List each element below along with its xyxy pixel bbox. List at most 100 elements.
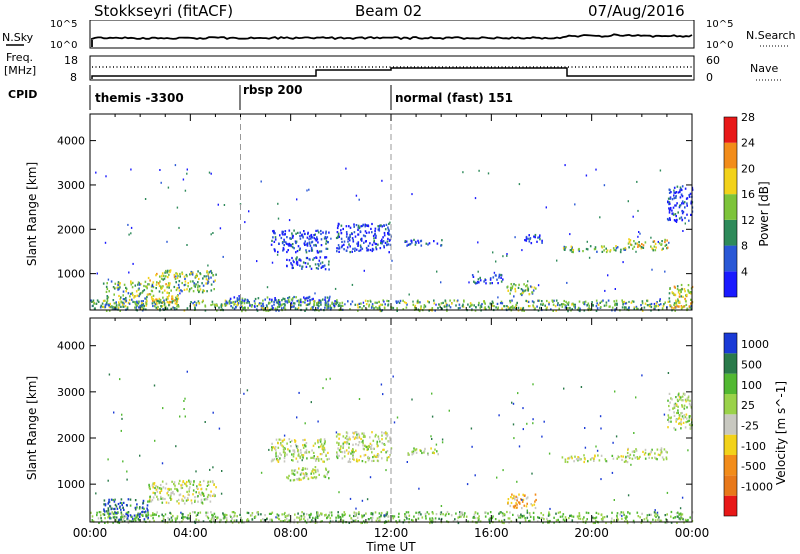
echo-cell	[500, 276, 502, 279]
echo-cell	[381, 238, 383, 241]
echo-cell	[271, 298, 273, 301]
echo-cell	[357, 309, 359, 312]
echo-cell	[266, 517, 268, 521]
echo-cell	[510, 283, 513, 286]
echo-cell	[186, 480, 188, 484]
echo-cell	[571, 457, 573, 460]
echo-cell	[340, 232, 343, 235]
echo-cell	[144, 510, 147, 513]
echo-cell	[354, 303, 357, 306]
echo-cell	[291, 304, 293, 307]
echo-cell	[655, 457, 657, 460]
echo-cell	[303, 476, 306, 479]
echo-cell	[380, 450, 383, 454]
echo-cell	[326, 516, 329, 519]
echo-cell	[146, 287, 148, 290]
echo-cell	[301, 454, 303, 457]
echo-cell	[143, 284, 145, 288]
echo-cell	[92, 304, 94, 307]
echo-cell	[173, 273, 176, 277]
echo-cell	[368, 444, 370, 448]
echo-cell	[327, 451, 329, 454]
echo-cell	[328, 299, 330, 302]
echo-cell	[656, 448, 659, 451]
echo-cell	[308, 249, 310, 253]
echo-cell	[203, 275, 206, 278]
echo-cell	[538, 516, 540, 519]
echo-cell	[419, 301, 421, 304]
echo-cell	[636, 180, 638, 183]
echo-cell	[326, 236, 329, 239]
echo-cell	[309, 298, 311, 302]
echo-cell	[355, 443, 357, 446]
echo-cell	[565, 300, 567, 303]
echo-cell	[592, 521, 595, 525]
echo-cell	[678, 300, 681, 303]
echo-cell	[305, 307, 308, 310]
echo-cell	[654, 452, 656, 455]
echo-cell	[321, 453, 323, 456]
echo-cell	[288, 296, 291, 299]
echo-cell	[684, 297, 686, 300]
echo-cell	[680, 427, 682, 430]
echo-cell	[659, 299, 661, 302]
echo-cell	[284, 303, 286, 306]
echo-cell	[656, 511, 659, 514]
echo-cell	[383, 307, 386, 310]
echo-cell	[107, 296, 110, 299]
echo-cell	[574, 303, 576, 306]
echo-cell	[628, 300, 630, 303]
echo-cell	[112, 521, 114, 524]
echo-cell	[287, 298, 290, 302]
echo-cell	[412, 452, 415, 455]
echo-cell	[687, 290, 690, 293]
echo-cell	[143, 511, 146, 514]
echo-cell	[110, 512, 113, 515]
echo-cell	[658, 303, 660, 307]
echo-cell	[100, 304, 102, 307]
echo-cell	[638, 457, 640, 460]
echo-cell	[466, 483, 469, 486]
echo-cell	[154, 492, 156, 495]
echo-cell	[168, 518, 171, 521]
echo-cell	[666, 247, 668, 250]
echo-cell	[592, 517, 595, 520]
echo-cell	[167, 487, 169, 491]
echo-cell	[667, 300, 670, 303]
echo-cell	[291, 256, 293, 260]
echo-cell	[163, 274, 165, 277]
echo-cell	[290, 298, 293, 301]
echo-cell	[119, 286, 121, 289]
echo-cell	[575, 458, 578, 461]
echo-cell	[612, 441, 614, 444]
echo-cell	[162, 407, 164, 410]
echo-cell	[687, 284, 690, 287]
echo-cell	[202, 284, 205, 287]
echo-cell	[465, 515, 468, 518]
echo-cell	[284, 300, 287, 303]
echo-cell	[326, 307, 328, 310]
echo-cell	[634, 242, 637, 245]
echo-cell	[557, 511, 560, 514]
echo-cell	[357, 233, 360, 236]
echo-cell	[348, 225, 350, 228]
echo-cell	[327, 306, 329, 310]
echo-cell	[628, 246, 630, 249]
echo-cell	[569, 249, 572, 252]
echo-cell	[331, 302, 334, 305]
echo-cell	[677, 211, 679, 214]
echo-cell	[303, 516, 306, 519]
echo-cell	[344, 513, 346, 516]
echo-cell	[364, 435, 366, 438]
echo-cell	[681, 404, 683, 407]
echo-cell	[387, 226, 389, 229]
echo-cell	[308, 241, 311, 244]
echo-cell	[106, 297, 109, 300]
echo-cell	[270, 307, 273, 310]
echo-cell	[302, 467, 304, 470]
echo-cell	[362, 442, 364, 445]
freq-label-line-2: [MHz]	[4, 64, 36, 77]
echo-cell	[160, 497, 162, 500]
echo-cell	[370, 444, 373, 447]
echo-cell	[593, 459, 595, 462]
